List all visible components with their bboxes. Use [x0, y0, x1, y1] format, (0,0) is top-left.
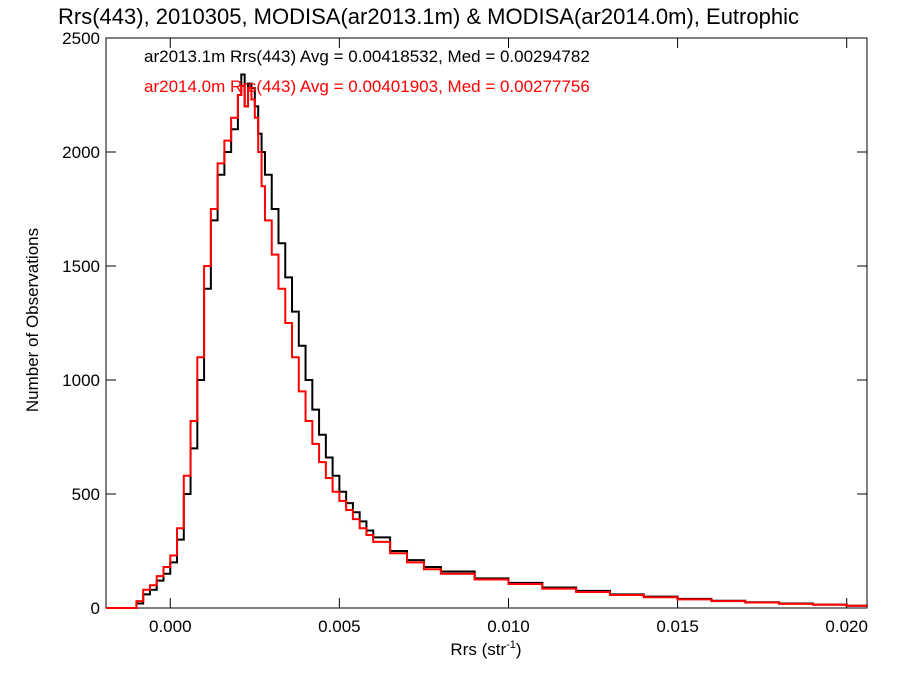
y-tick-label: 1000 [62, 371, 100, 390]
y-tick-label: 1500 [62, 257, 100, 276]
x-tick-label: 0.015 [656, 617, 699, 636]
y-tick-label: 2500 [62, 29, 100, 48]
series-layer [106, 73, 868, 609]
x-axis-ticks: 0.000 0.005 0.010 0.015 0.020 [149, 38, 868, 636]
y-axis-ticks: 0 500 1000 1500 2000 2500 [62, 29, 867, 618]
x-tick-label: 0.000 [149, 617, 192, 636]
series-line-ar2014.0m [106, 84, 868, 609]
legend-entry-ar2013: ar2013.1m Rrs(443) Avg = 0.00418532, Med… [144, 47, 590, 66]
x-tick-label: 0.010 [487, 617, 530, 636]
x-tick-label: 0.020 [825, 617, 868, 636]
legend-entry-ar2014: ar2014.0m Rrs(443) Avg = 0.00401903, Med… [144, 77, 590, 96]
x-axis-label: Rrs (str-1) [450, 639, 521, 659]
y-tick-label: 0 [91, 599, 100, 618]
plot-area-frame [105, 37, 868, 609]
x-axis-label-end: ) [516, 640, 522, 659]
series-line-ar2013.1m [106, 73, 868, 609]
x-tick-label: 0.005 [318, 617, 361, 636]
chart-title: Rrs(443), 2010305, MODISA(ar2013.1m) & M… [58, 4, 799, 29]
x-axis-label-main: Rrs (str [450, 640, 506, 659]
y-tick-label: 2000 [62, 143, 100, 162]
x-axis-label-superscript: -1 [506, 639, 516, 651]
y-tick-label: 500 [72, 485, 100, 504]
y-axis-label: Number of Observations [23, 228, 42, 412]
